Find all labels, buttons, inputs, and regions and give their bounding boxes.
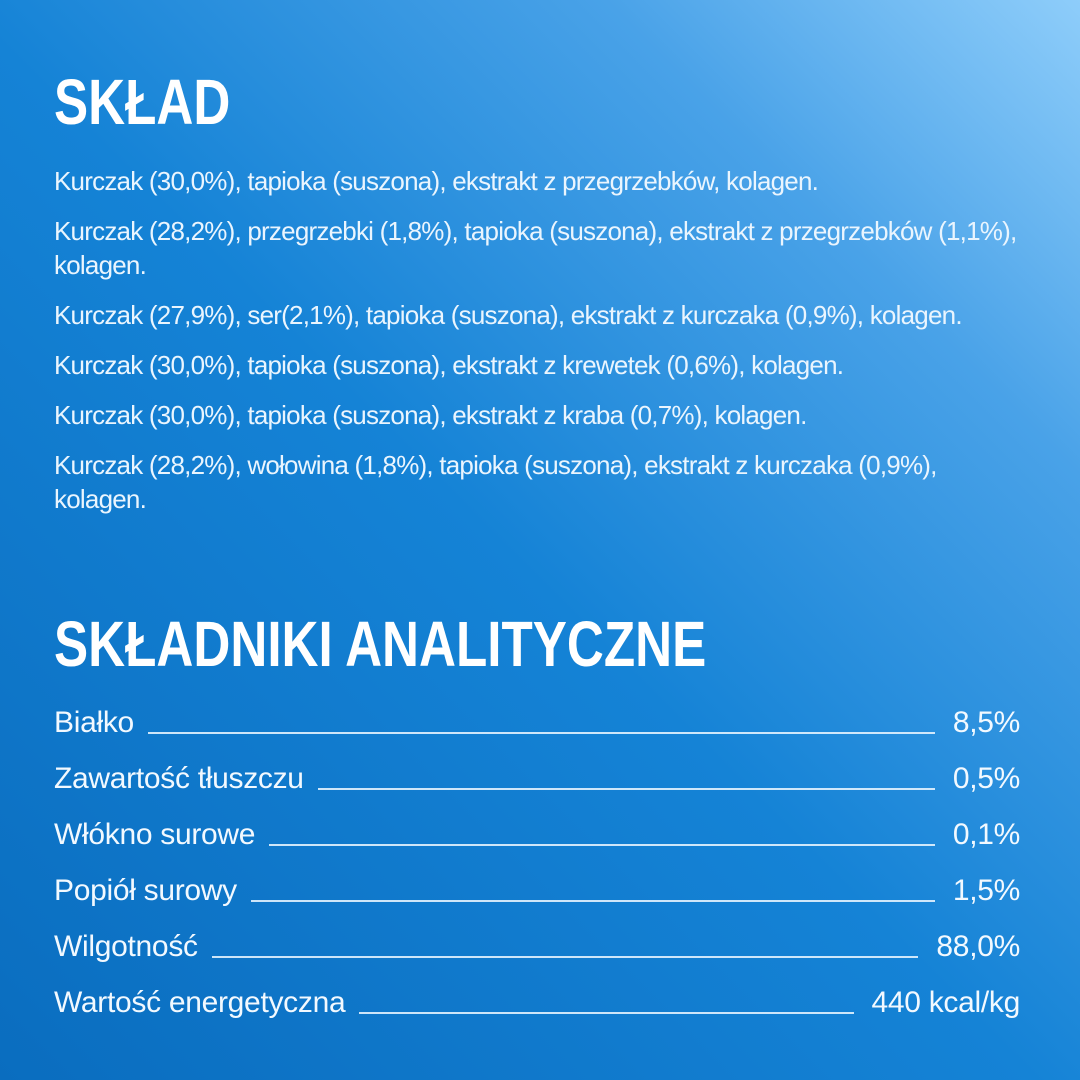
analytical-row-value: 1,5%: [952, 874, 1020, 907]
ingredient-paragraph: Kurczak (30,0%), tapioka (suszona), ekst…: [54, 400, 807, 430]
analytical-section: SKŁADNIKI ANALITYCZNE Białko 8,5% Zawart…: [54, 612, 1020, 1022]
analytical-row-value: 8,5%: [952, 706, 1020, 739]
ingredients-title-text: SKŁAD: [54, 66, 231, 138]
analytical-row-label: Włókno surowe: [54, 818, 256, 851]
analytical-row-label: Wartość energetyczna: [54, 986, 346, 1019]
ingredient-paragraph: Kurczak (27,9%), ser(2,1%), tapioka (sus…: [54, 300, 963, 330]
analytical-row: Zawartość tłuszczu 0,5%: [54, 760, 1020, 798]
ingredient-paragraph: Kurczak (28,2%), wołowina (1,8%), tapiok…: [54, 450, 937, 514]
leader-line: [250, 900, 935, 902]
analytical-title-text: SKŁADNIKI ANALITYCZNE: [54, 608, 707, 680]
analytical-row: Włókno surowe 0,1%: [54, 816, 1020, 854]
analytical-row-label: Wilgotność: [54, 930, 198, 963]
ingredients-paragraphs: Kurczak (30,0%), tapioka (suszona), ekst…: [54, 164, 1020, 516]
analytical-row-value: 440 kcal/kg: [871, 986, 1021, 1019]
analytical-row: Wilgotność 88,0%: [54, 928, 1020, 966]
ingredients-section: SKŁAD Kurczak (30,0%), tapioka (suszona)…: [54, 70, 1020, 516]
leader-line: [359, 1012, 854, 1014]
analytical-rows: Białko 8,5% Zawartość tłuszczu 0,5% Włók…: [54, 704, 1020, 1022]
ingredient-paragraph: Kurczak (30,0%), tapioka (suszona), ekst…: [54, 350, 844, 380]
analytical-title: SKŁADNIKI ANALITYCZNE: [54, 612, 1020, 676]
analytical-row-value: 0,5%: [952, 762, 1020, 795]
leader-line: [147, 732, 935, 734]
ingredient-paragraph: Kurczak (28,2%), przegrzebki (1,8%), tap…: [54, 216, 1017, 280]
analytical-row: Popiół surowy 1,5%: [54, 872, 1020, 910]
ingredients-title: SKŁAD: [54, 70, 1020, 134]
leader-line: [211, 956, 919, 958]
analytical-row-value: 0,1%: [952, 818, 1020, 851]
analytical-row-value: 88,0%: [936, 930, 1020, 963]
analytical-row-label: Białko: [54, 706, 134, 739]
analytical-row-label: Popiół surowy: [54, 874, 237, 907]
ingredient-paragraph: Kurczak (30,0%), tapioka (suszona), ekst…: [54, 166, 819, 196]
leader-line: [317, 788, 935, 790]
analytical-row: Białko 8,5%: [54, 704, 1020, 742]
analytical-row-label: Zawartość tłuszczu: [54, 762, 304, 795]
leader-line: [269, 844, 935, 846]
analytical-row: Wartość energetyczna 440 kcal/kg: [54, 984, 1020, 1022]
